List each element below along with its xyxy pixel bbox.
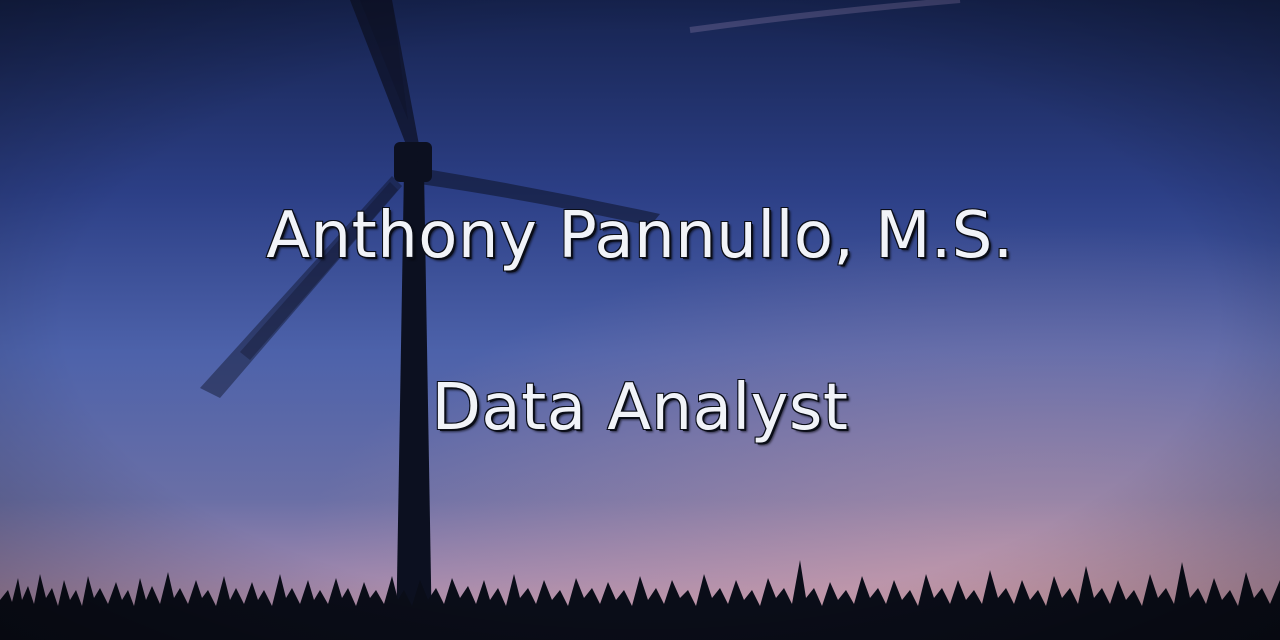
job-title-heading: Data Analyst	[431, 370, 849, 446]
person-name-heading: Anthony Pannullo, M.S.	[265, 198, 1014, 274]
